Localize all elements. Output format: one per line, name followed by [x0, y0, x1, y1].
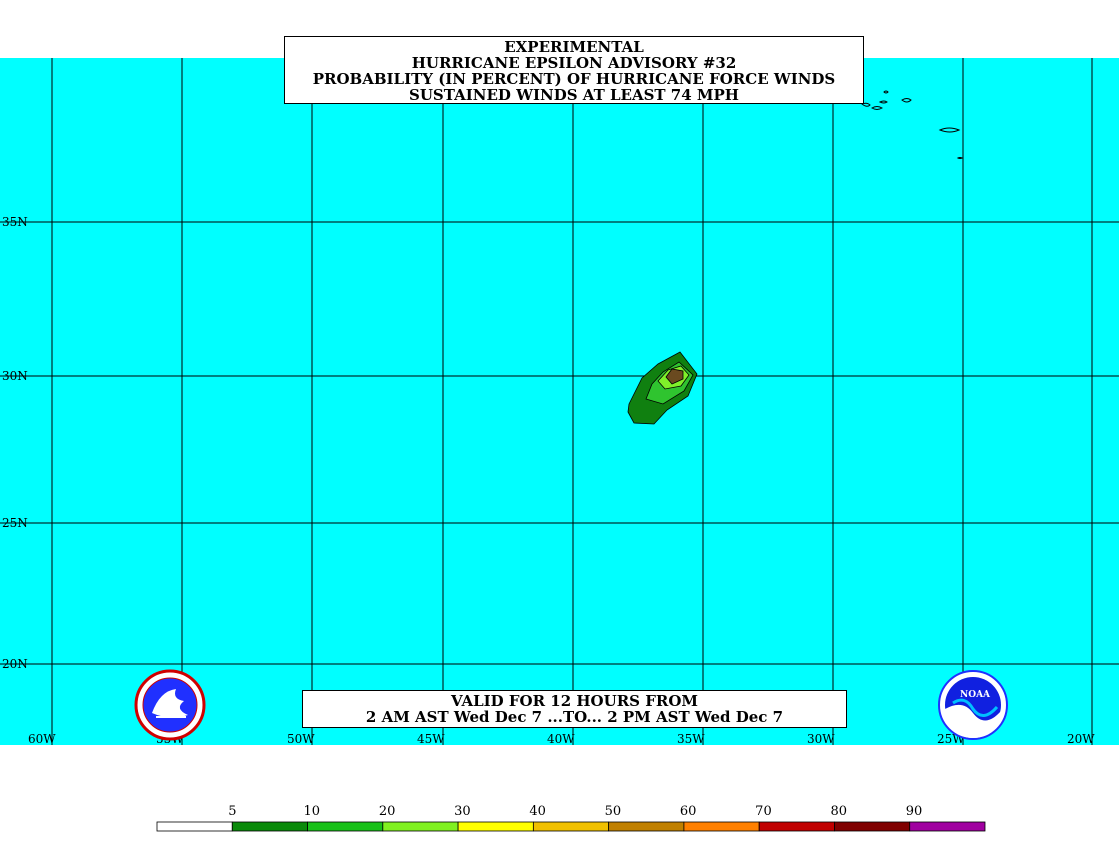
ocean-area [0, 58, 1119, 745]
lon-label: 40W [547, 732, 575, 746]
legend-tick-label: 90 [906, 804, 923, 819]
title-box: EXPERIMENTAL HURRICANE EPSILON ADVISORY … [284, 36, 864, 104]
graticule [0, 58, 1119, 745]
island-outline [878, 100, 888, 104]
lat-label: 25N [2, 516, 28, 530]
lat-label: 30N [2, 369, 28, 383]
lat-label: 35N [2, 215, 28, 229]
legend-tick-label: 50 [605, 804, 622, 819]
island-outline [871, 106, 883, 110]
valid-line: VALID FOR 12 HOURS FROM [450, 692, 699, 710]
latitude-labels: 35N 30N 25N 20N [2, 215, 28, 671]
legend-swatch [834, 821, 911, 832]
lon-label: 20W [1067, 732, 1095, 746]
noaa-logo-icon: NOAA [938, 670, 1008, 740]
legend-tick-label: 80 [830, 804, 847, 819]
noaa-logo-text: NOAA [960, 690, 991, 700]
lon-label: 45W [417, 732, 445, 746]
lon-label: 50W [287, 732, 315, 746]
legend-swatch [608, 821, 685, 832]
legend-tick-label: 20 [379, 804, 396, 819]
probability-area [627, 351, 698, 425]
lon-label: 30W [807, 732, 835, 746]
legend-swatch [909, 821, 986, 832]
title-line: SUSTAINED WINDS AT LEAST 74 MPH [409, 86, 739, 104]
legend-tick-label: 60 [680, 804, 697, 819]
probability-band-core [665, 368, 684, 385]
title-line: PROBABILITY (IN PERCENT) OF HURRICANE FO… [312, 70, 836, 88]
island-outline [956, 157, 964, 159]
legend-swatch [307, 821, 384, 832]
island-outline [938, 127, 961, 133]
legend-swatch [758, 821, 835, 832]
legend-tick-label: 40 [529, 804, 546, 819]
title-line: EXPERIMENTAL [504, 38, 644, 56]
title-line: HURRICANE EPSILON ADVISORY #32 [411, 54, 737, 72]
legend: 5 10 20 30 40 50 60 70 80 90 [156, 804, 986, 832]
lat-label: 20N [2, 657, 28, 671]
legend-swatch [457, 821, 534, 832]
lon-label: 60W [28, 732, 56, 746]
legend-swatch [532, 821, 610, 832]
legend-swatch [231, 821, 308, 832]
legend-tick-label: 10 [304, 804, 321, 819]
azores-islands [861, 90, 964, 159]
island-outline [861, 102, 871, 107]
legend-tick-label: 30 [454, 804, 471, 819]
island-outline [883, 90, 889, 94]
valid-period-box: VALID FOR 12 HOURS FROM 2 AM AST Wed Dec… [302, 690, 847, 728]
legend-swatch [683, 821, 760, 832]
nws-logo-icon [134, 669, 206, 741]
legend-tick-label: 70 [755, 804, 772, 819]
lon-label: 35W [677, 732, 705, 746]
island-outline [901, 98, 912, 103]
legend-swatch [382, 821, 459, 832]
valid-line: 2 AM AST Wed Dec 7 ...TO... 2 PM AST Wed… [365, 708, 784, 726]
legend-swatch [156, 821, 233, 832]
legend-tick-label: 5 [228, 804, 236, 819]
